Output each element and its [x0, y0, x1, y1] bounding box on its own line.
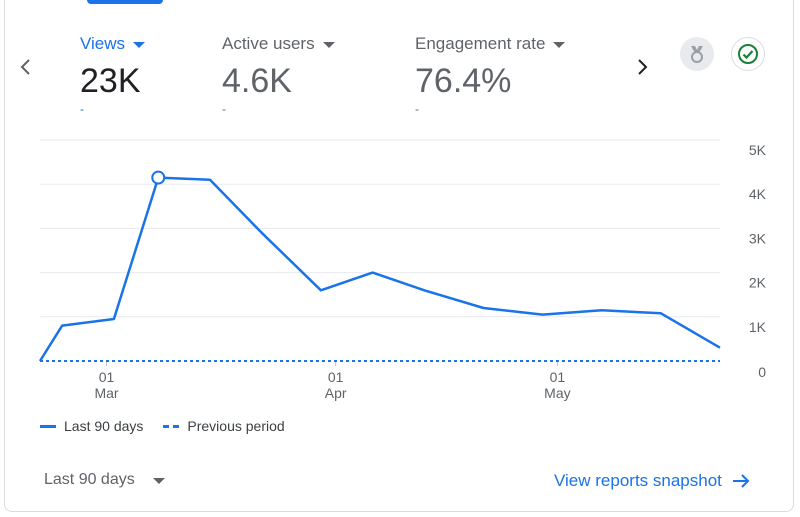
- metric-active-users-change: -: [222, 102, 226, 116]
- metric-active-users[interactable]: Active users 4.6K -: [222, 34, 335, 115]
- active-tab-indicator: [87, 0, 163, 4]
- check-circle-icon[interactable]: [731, 37, 765, 71]
- caret-down-icon: [322, 42, 335, 48]
- insights-badge-icon[interactable]: [680, 37, 714, 71]
- metric-views-value: 23K: [80, 62, 141, 100]
- y-tick-label: 5K: [749, 142, 767, 158]
- chart-legend: Last 90 days Previous period: [40, 418, 285, 434]
- x-tick-label: Apr: [325, 385, 347, 401]
- dashed-line-swatch: [163, 424, 180, 428]
- series-line-last-90-days: [38, 176, 721, 362]
- metric-views[interactable]: Views 23K -: [80, 34, 146, 116]
- metric-active-users-value: 4.6K: [222, 62, 292, 100]
- metric-active-users-label[interactable]: Active users: [222, 34, 335, 54]
- highlighted-data-point: [151, 170, 166, 185]
- caret-down-icon: [133, 42, 146, 48]
- metric-engagement-rate-label[interactable]: Engagement rate: [415, 34, 566, 54]
- metric-engagement-rate-value: 76.4%: [415, 62, 512, 100]
- metric-engagement-rate[interactable]: Engagement rate 76.4% -: [415, 34, 566, 116]
- arrow-right-icon: [732, 474, 750, 488]
- y-tick-label: 0: [758, 364, 766, 380]
- y-tick-label: 2K: [749, 275, 767, 291]
- y-tick-label: 4K: [749, 186, 767, 202]
- date-range-dropdown[interactable]: Last 90 days: [44, 471, 165, 489]
- metric-views-change: -: [80, 102, 84, 116]
- x-tick-label: 01: [99, 369, 115, 385]
- x-tick-label: May: [544, 385, 570, 401]
- x-tick-label: Mar: [94, 385, 118, 401]
- view-reports-snapshot-link[interactable]: View reports snapshot: [554, 471, 750, 491]
- caret-down-icon: [152, 478, 165, 484]
- solid-line-swatch: [40, 424, 56, 428]
- metric-engagement-rate-change: -: [415, 102, 419, 116]
- chevron-left-icon[interactable]: [18, 56, 32, 82]
- y-tick-label: 3K: [749, 230, 767, 246]
- legend-item-last-90-days[interactable]: Last 90 days: [40, 418, 143, 434]
- metric-views-label[interactable]: Views: [80, 34, 146, 54]
- views-overview-card: [4, 0, 794, 512]
- caret-down-icon: [553, 42, 566, 48]
- legend-item-previous-period[interactable]: Previous period: [163, 418, 285, 434]
- y-tick-label: 1K: [749, 319, 767, 335]
- x-tick-label: 01: [328, 369, 344, 385]
- x-tick-label: 01: [550, 369, 566, 385]
- chevron-right-icon[interactable]: [636, 56, 650, 82]
